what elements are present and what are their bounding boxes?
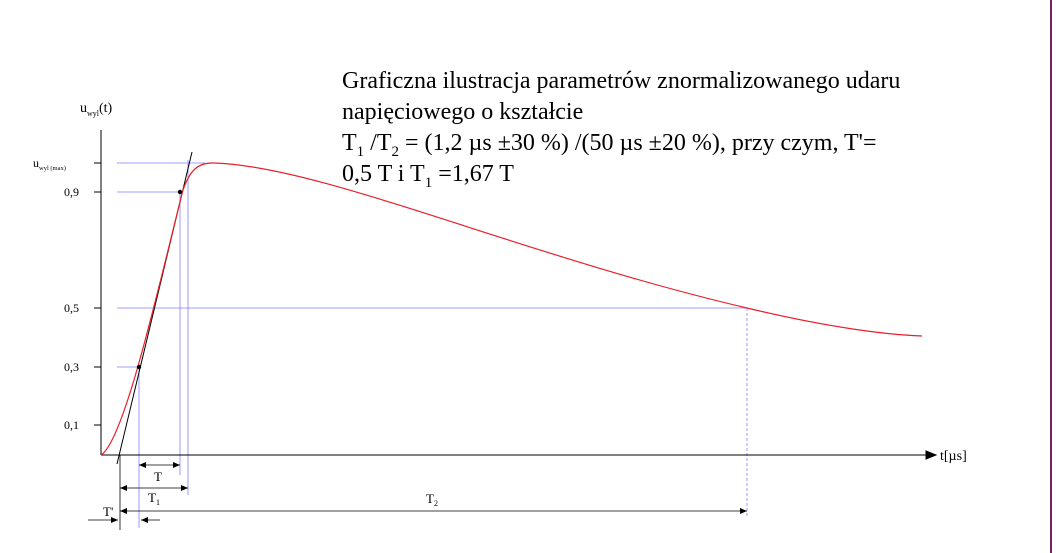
title-line-1: Graficzna ilustracja parametrów znormali…	[342, 68, 901, 94]
diagram-title: Graficzna ilustracja parametrów znormali…	[342, 66, 1042, 190]
guide-lines	[117, 160, 748, 528]
dimension-lines	[88, 455, 747, 530]
x-axis-label: t[µs]	[940, 449, 967, 464]
title-line-4: 0,5 T i T1 =1,67 T	[342, 161, 514, 191]
dim-label-T2: T2	[426, 491, 438, 508]
title-line-2: napięciowego o kształcie	[342, 99, 584, 125]
title-line-3: T1 /T2 = (1,2 µs ±30 %) /(50 µs ±20 %), …	[342, 130, 877, 160]
x-axis-arrow-icon	[925, 450, 938, 460]
point-90pct	[177, 189, 183, 195]
axes	[94, 130, 938, 460]
point-30pct	[136, 364, 142, 370]
y-tick-label-01: 0,1	[64, 418, 79, 432]
y-tick-label-03: 0,3	[64, 360, 79, 374]
dim-label-T1: T1	[148, 490, 160, 507]
y-axis-label: uwyl(t)	[80, 101, 113, 118]
frame-border	[1050, 0, 1052, 553]
dim-label-Tprime: T'	[103, 504, 113, 519]
dim-label-T: T	[154, 469, 162, 484]
y-tick-label-09: 0,9	[64, 185, 79, 199]
impulse-curve	[100, 162, 923, 456]
y-max-label: uwyl (max)	[33, 156, 66, 172]
y-tick-label-05: 0,5	[64, 301, 79, 315]
